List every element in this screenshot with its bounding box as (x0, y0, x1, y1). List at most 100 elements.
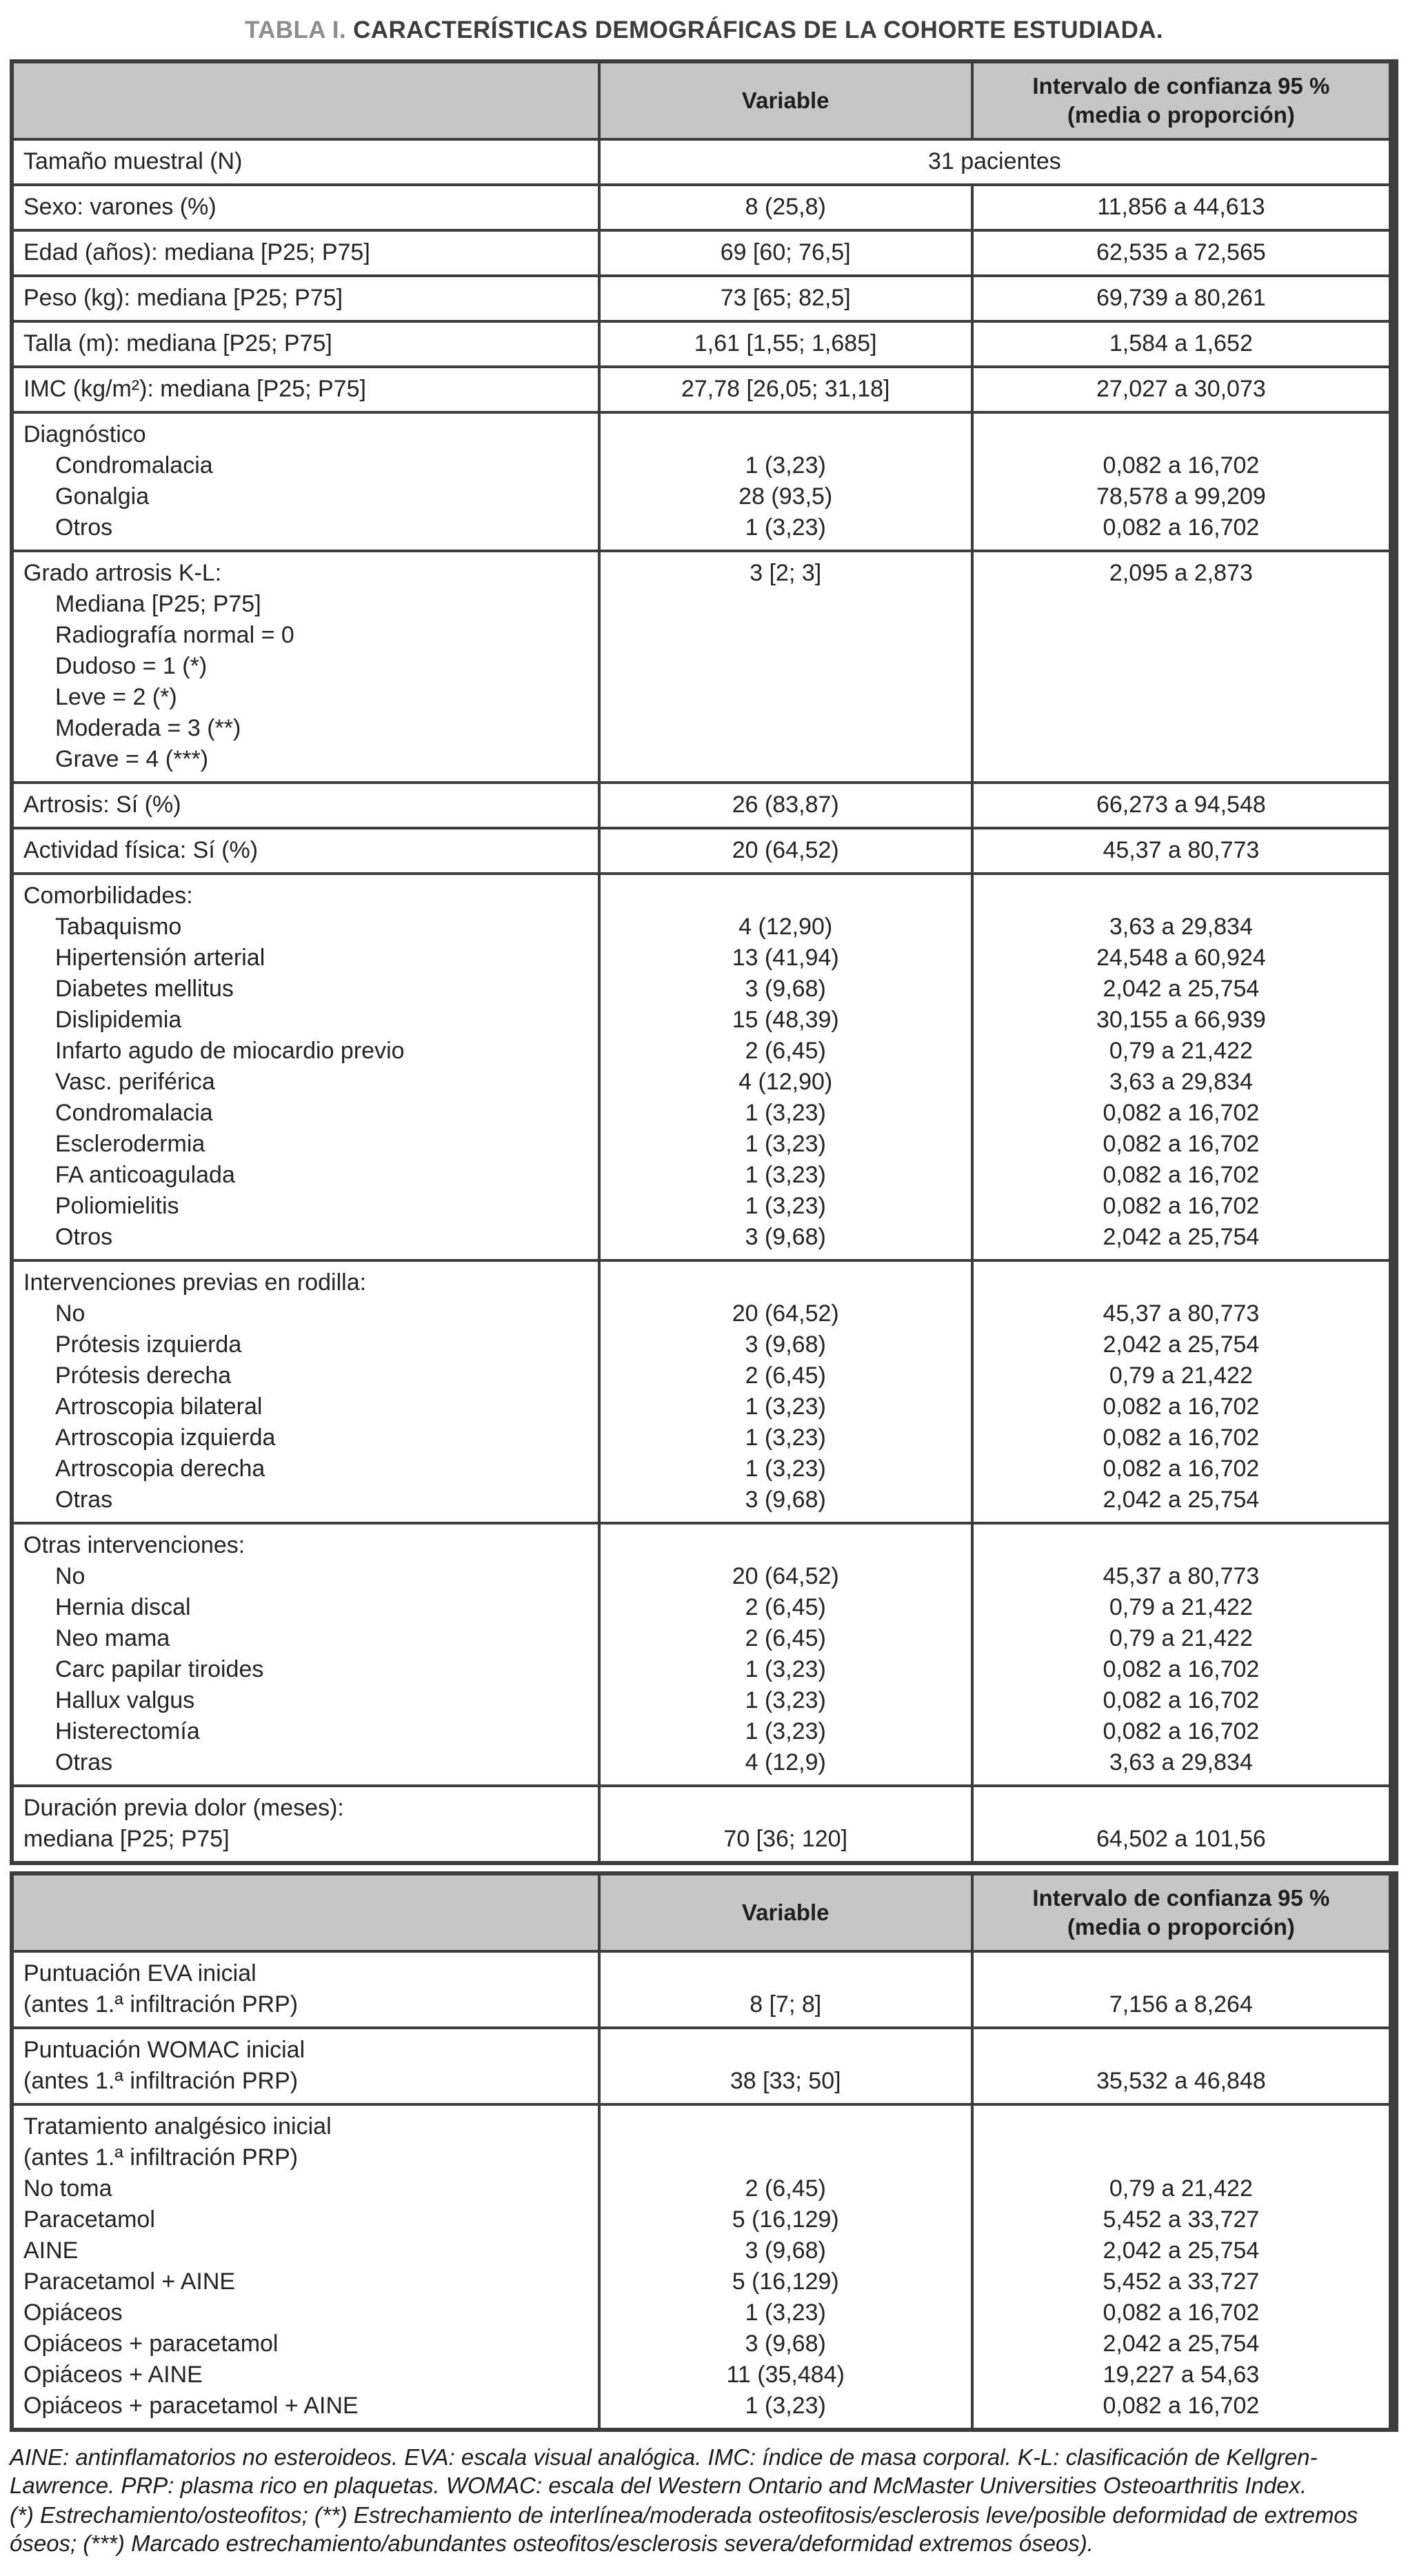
cell-line: 5,452 a 33,727 (1103, 2206, 1260, 2233)
table-title-label: TABLA I. (244, 17, 346, 43)
cell-line (978, 419, 1385, 450)
cell-line (605, 620, 967, 651)
cell-line: 1 (3,23) (745, 1425, 826, 1451)
row-ci-cell: 3,63 a 29,834 24,548 a 60,924 2,042 a 25,7… (970, 872, 1396, 1262)
header-ci-line: (media o proporción) (1067, 102, 1295, 128)
cell-line: 27,78 [26,05; 31,18] (681, 376, 890, 402)
cell-line: 0,082 a 16,702 (1103, 1131, 1260, 1157)
cell-line: 2,095 a 2,873 (1109, 560, 1253, 586)
row-label-cell: Edad (años): mediana [P25; P75] (10, 229, 601, 277)
cell-line: 0,082 a 16,702 (1103, 2300, 1260, 2326)
row-label-cell: Tratamiento analgésico inicial (antes 1.ª… (10, 2103, 601, 2431)
cell-line: 11,856 a 44,613 (1097, 194, 1265, 220)
row-ci-cell: 7,156 a 8,264 (970, 1950, 1396, 2029)
cell-line (605, 1530, 967, 1561)
cell-line: 3 [2; 3] (750, 560, 822, 586)
cell-line: 31 pacientes (927, 148, 1061, 174)
row-label-cell: Diagnóstico Condromalacia Gonalgia Otros (10, 411, 601, 552)
row-ci-cell: 62,535 a 72,565 (970, 229, 1396, 277)
row-label-cell: Grado artrosis K-L: Mediana [P25; P75] Rad… (10, 550, 601, 784)
cell-line: Otras (55, 1749, 113, 1775)
table-row: Intervenciones previas en rodilla: No Prót… (10, 1259, 1396, 1525)
cell-line: 78,578 a 99,209 (1096, 483, 1266, 510)
cell-line: (antes 1.ª infiltración PRP) (23, 2144, 299, 2171)
cell-line: 62,535 a 72,565 (1096, 239, 1266, 265)
cell-line: IMC (kg/m²): mediana [P25; P75] (23, 376, 366, 402)
cell-line: Artroscopia bilateral (55, 1393, 263, 1420)
cell-line: 8 [7; 8] (750, 1991, 822, 2017)
cell-line (605, 713, 967, 744)
row-ci-cell: 64,502 a 101,56 (970, 1784, 1396, 1864)
cell-line: Edad (años): mediana [P25; P75] (23, 239, 370, 265)
row-variable-cell: 3 [2; 3] (597, 550, 974, 784)
table-row: Actividad física: Sí (%) 20 (64,52) 45,37 … (10, 827, 1396, 875)
cell-line: 1 (3,23) (745, 1456, 826, 1482)
table-body-part2: Puntuación EVA inicial (antes 1.ª infiltr… (10, 1950, 1396, 2431)
cell-line: 38 [33; 50] (730, 2068, 841, 2094)
cell-line: 2,042 a 25,754 (1103, 2237, 1260, 2264)
row-variable-cell: 4 (12,90) 13 (41,94) 3 (9,68) 15 (48,39) 2 (… (597, 872, 974, 1262)
table-row: Tamaño muestral (N) 31 pacientes (10, 138, 1396, 186)
cell-line: 2,042 a 25,754 (1103, 2331, 1260, 2357)
cell-line: No toma (23, 2175, 112, 2202)
cell-line: Otras intervenciones: (23, 1532, 245, 1558)
cell-line: Prótesis izquierda (55, 1331, 242, 1358)
row-ci-cell: 1,584 a 1,652 (970, 320, 1396, 368)
cell-line: 0,082 a 16,702 (1103, 1687, 1260, 1713)
cell-line: 30,155 a 66,939 (1096, 1007, 1266, 1033)
cell-line: 45,37 a 80,773 (1103, 1300, 1260, 1327)
cell-line (978, 1958, 1385, 1989)
cell-line: 0,082 a 16,702 (1103, 1456, 1260, 1482)
cell-line: Prótesis derecha (55, 1362, 232, 1389)
cell-line: 4 (12,90) (738, 914, 833, 940)
cell-line: 4 (12,90) (738, 1069, 833, 1095)
cell-line: 73 [65; 82,5] (720, 285, 851, 311)
cell-line: 1 (3,23) (745, 1162, 826, 1188)
cell-line: Diagnóstico (23, 421, 146, 447)
cell-line: Neo mama (55, 1625, 170, 1651)
cell-line: 0,79 a 21,422 (1109, 1038, 1253, 1064)
cell-line (605, 1958, 967, 1989)
footnote-abbreviations: AINE: antinflamatorios no esteroideos. E… (10, 2444, 1318, 2498)
cell-line (978, 744, 1385, 775)
cell-line: Dislipidemia (55, 1007, 182, 1033)
cell-line: Opiáceos (23, 2300, 123, 2326)
cell-line: Paracetamol + AINE (23, 2268, 236, 2295)
cell-line: 2 (6,45) (745, 1362, 826, 1389)
cell-line: Opiáceos + paracetamol (23, 2331, 279, 2357)
table-row: Diagnóstico Condromalacia Gonalgia Otros 1 … (10, 411, 1396, 552)
cell-line: Moderada = 3 (**) (55, 715, 241, 741)
row-label-cell: Puntuación WOMAC inicial (antes 1.ª infil… (10, 2026, 601, 2106)
row-label-cell: Duración previa dolor (meses): mediana [P… (10, 1784, 601, 1864)
cell-line: Diabetes mellitus (55, 976, 234, 1002)
cell-line: 0,79 a 21,422 (1109, 1594, 1253, 1620)
cell-line: No (55, 1563, 86, 1589)
cell-line: 69 [60; 76,5] (720, 239, 851, 265)
row-ci-cell: 45,37 a 80,773 (970, 827, 1396, 875)
demographics-table-part2: Variable Intervalo de confianza 95 % (me… (10, 1871, 1398, 2432)
cell-line: Opiáceos + AINE (23, 2362, 203, 2388)
cell-line: Otras (55, 1487, 113, 1513)
cell-line: 1 (3,23) (745, 1718, 826, 1744)
cell-line (605, 744, 967, 775)
row-variable-cell: 38 [33; 50] (597, 2026, 974, 2106)
cell-line: 45,37 a 80,773 (1103, 1563, 1260, 1589)
table-row: Puntuación EVA inicial (antes 1.ª infiltr… (10, 1950, 1396, 2029)
table-row: Talla (m): mediana [P25; P75] 1,61 [1,55;… (10, 320, 1396, 368)
cell-line: 0,082 a 16,702 (1103, 1162, 1260, 1188)
cell-line: 3,63 a 29,834 (1109, 1069, 1253, 1095)
row-variable-cell: 26 (83,87) (597, 781, 974, 829)
cell-line (605, 589, 967, 620)
cell-line: Sexo: varones (%) (23, 194, 217, 220)
cell-line: 2,042 a 25,754 (1103, 1224, 1260, 1250)
cell-line: 2 (6,45) (745, 2175, 826, 2202)
row-span-value-cell: 31 pacientes (597, 138, 1396, 186)
row-variable-cell: 20 (64,52) (597, 827, 974, 875)
row-ci-cell: 11,856 a 44,613 (970, 183, 1396, 232)
cell-line: 11 (35,484) (726, 2362, 845, 2388)
cell-line: 7,156 a 8,264 (1109, 1991, 1253, 2017)
cell-line: 0,79 a 21,422 (1109, 1362, 1253, 1389)
cell-line: Talla (m): mediana [P25; P75] (23, 330, 332, 356)
cell-line: Duración previa dolor (meses): (23, 1795, 344, 1821)
cell-line: 2,042 a 25,754 (1103, 1487, 1260, 1513)
